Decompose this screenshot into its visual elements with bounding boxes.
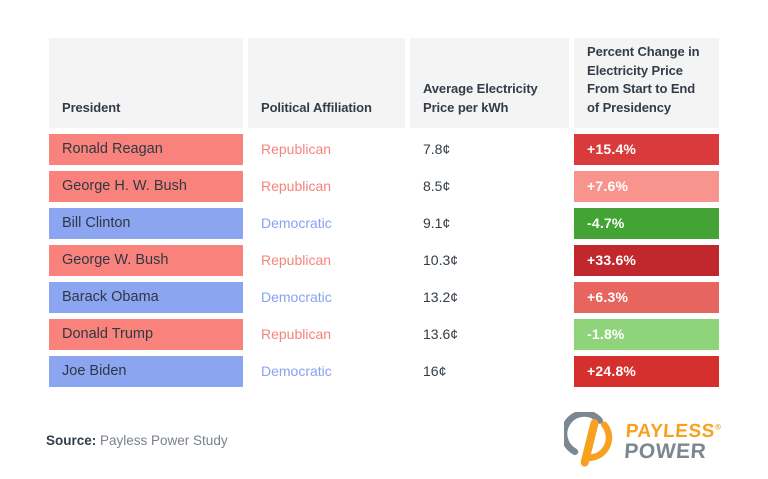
affiliation-cell: Republican: [248, 171, 405, 202]
source-label: Source:: [46, 433, 97, 448]
price-cell: 13.6¢: [410, 319, 569, 350]
affiliation-cell: Republican: [248, 319, 405, 350]
pct-change-cell: +33.6%: [574, 245, 719, 276]
affiliation-cell: Republican: [248, 245, 405, 276]
pct-change-cell: +7.6%: [574, 171, 719, 202]
price-cell: 13.2¢: [410, 282, 569, 313]
column-header-label: Average Electricity Price per kWh: [423, 81, 538, 115]
president-cell: Barack Obama: [49, 282, 243, 313]
president-cell: Bill Clinton: [49, 208, 243, 239]
price-cell: 16¢: [410, 356, 569, 387]
affiliation-cell: Democratic: [248, 208, 405, 239]
registered-trademark-symbol: ®: [714, 422, 722, 432]
payless-power-wordmark: PAYLESS® POWER: [623, 420, 722, 463]
logo-word-power: POWER: [623, 439, 708, 463]
payless-power-logo-icon: [564, 412, 613, 467]
president-cell: George H. W. Bush: [49, 171, 243, 202]
column-header-label: President: [62, 99, 121, 115]
president-cell: George W. Bush: [49, 245, 243, 276]
president-cell: Joe Biden: [49, 356, 243, 387]
column-header-label: Political Affiliation: [261, 99, 372, 115]
price-cell: 7.8¢: [410, 134, 569, 165]
column-header-president: President: [49, 38, 243, 128]
electricity-price-table: President Political Affiliation Average …: [49, 38, 719, 387]
source-text: Payless Power Study: [96, 433, 228, 448]
column-header-price: Average Electricity Price per kWh: [410, 38, 569, 128]
president-cell: Donald Trump: [49, 319, 243, 350]
price-cell: 10.3¢: [410, 245, 569, 276]
column-header-affiliation: Political Affiliation: [248, 38, 405, 128]
column-header-pct-change: Percent Change in Electricity Price From…: [574, 38, 719, 128]
price-cell: 8.5¢: [410, 171, 569, 202]
logo-word-payless: PAYLESS®: [625, 420, 722, 442]
affiliation-cell: Democratic: [248, 356, 405, 387]
pct-change-cell: +24.8%: [574, 356, 719, 387]
pct-change-cell: -4.7%: [574, 208, 719, 239]
affiliation-cell: Democratic: [248, 282, 405, 313]
pct-change-cell: +15.4%: [574, 134, 719, 165]
president-cell: Ronald Reagan: [49, 134, 243, 165]
affiliation-cell: Republican: [248, 134, 405, 165]
pct-change-cell: -1.8%: [574, 319, 719, 350]
price-cell: 9.1¢: [410, 208, 569, 239]
column-header-label: Percent Change in Electricity Price From…: [587, 44, 700, 115]
pct-change-cell: +6.3%: [574, 282, 719, 313]
payless-power-logo: PAYLESS® POWER: [564, 412, 722, 472]
source-note: Source: Payless Power Study: [46, 433, 228, 448]
